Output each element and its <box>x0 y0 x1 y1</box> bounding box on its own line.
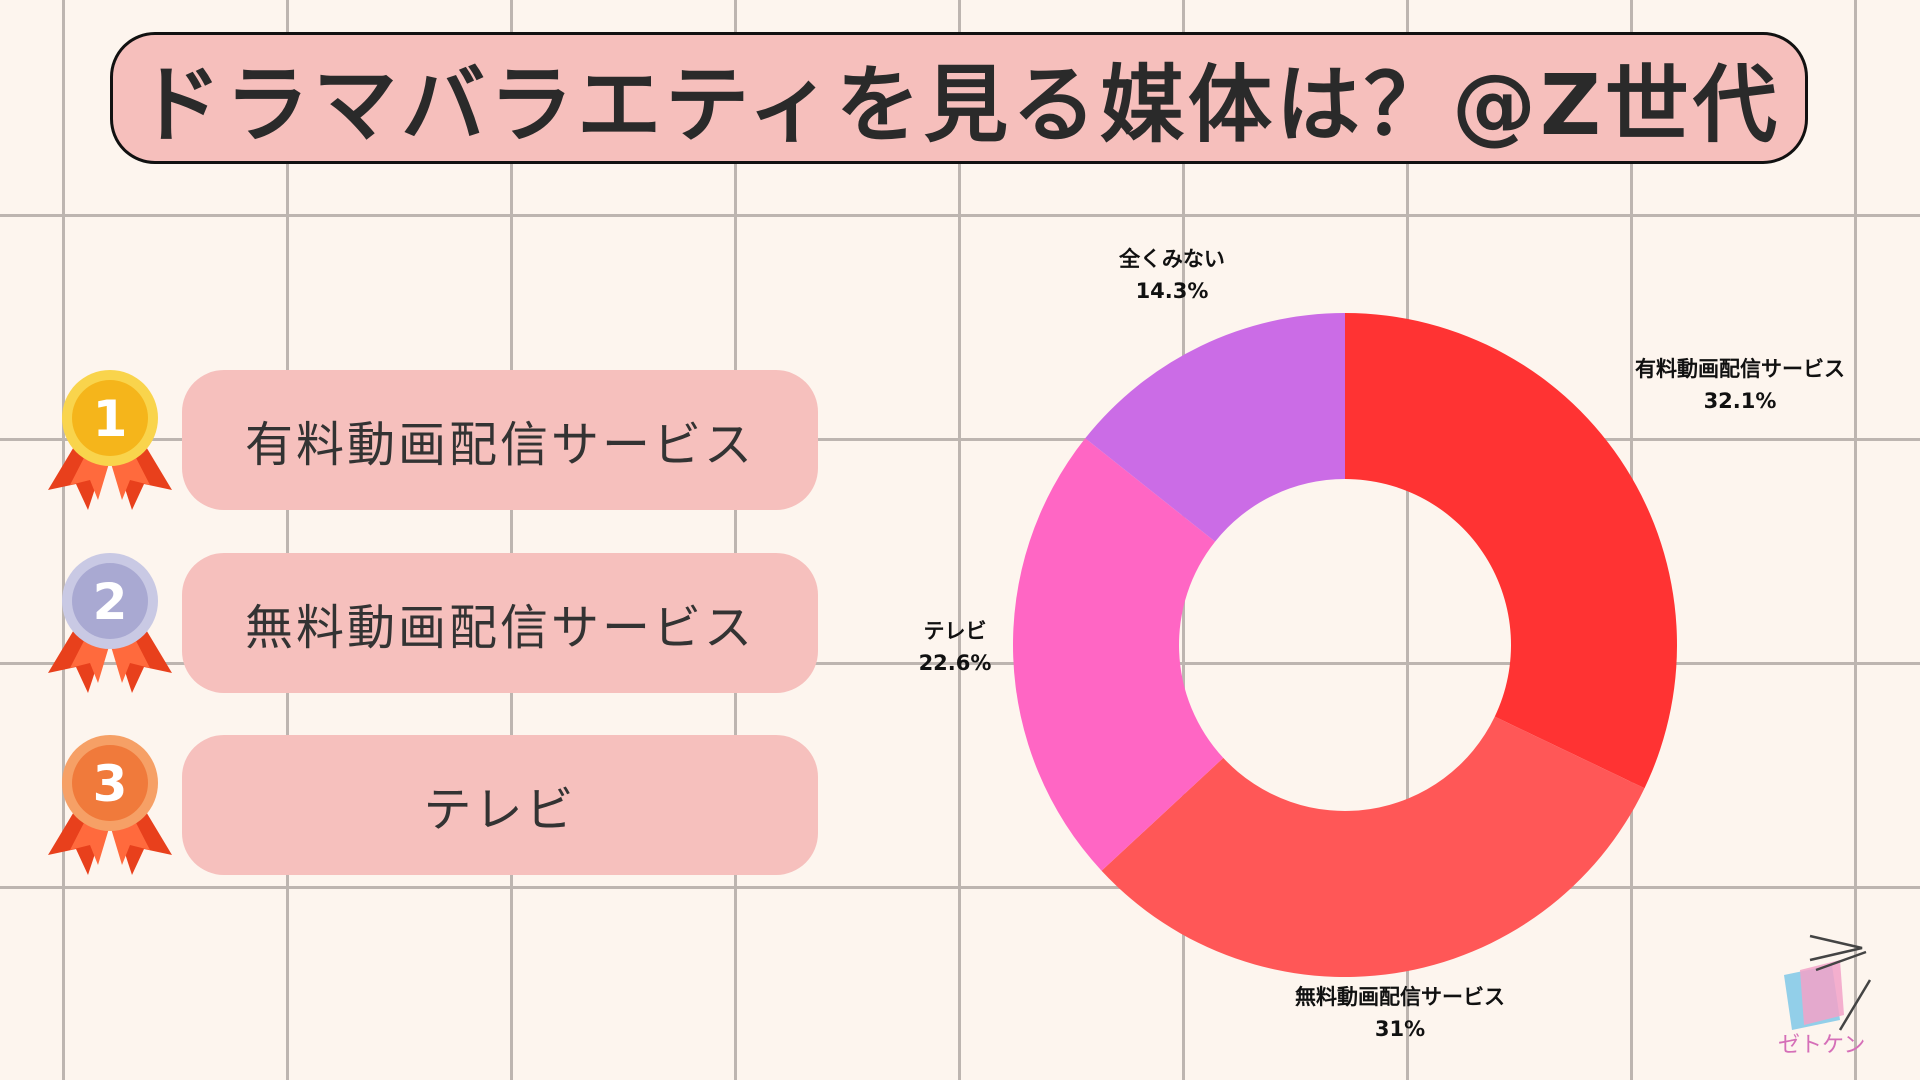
rank-label: 無料動画配信サービス <box>244 600 755 656</box>
slice-value-label: 22.6% <box>919 651 992 675</box>
donut-slice-1 <box>1345 313 1677 789</box>
zetoken-logo: ゼトケン <box>1778 934 1872 1058</box>
slice-value-label: 32.1% <box>1704 389 1777 413</box>
silver-medal-icon: 2 <box>48 553 172 693</box>
rank-item-1: 1 有料動画配信サービス <box>40 370 830 510</box>
donut-slice-2 <box>1101 716 1645 977</box>
rank-number: 3 <box>93 755 128 813</box>
rank-number: 2 <box>93 573 128 631</box>
page-title: ドラマバラエティを見る媒体は？@Z世代 <box>137 55 1781 154</box>
rank-pill: 無料動画配信サービス <box>182 553 818 693</box>
rank-number: 1 <box>93 390 128 448</box>
rank-pill: テレビ <box>182 735 818 875</box>
slice-category-label: テレビ <box>924 619 987 643</box>
gold-medal-icon: 1 <box>48 370 172 510</box>
logo-text: ゼトケン <box>1778 1033 1865 1058</box>
rank-label: 有料動画配信サービス <box>244 417 755 473</box>
slice-category-label: 無料動画配信サービス <box>1295 985 1505 1009</box>
rank-item-3: 3 テレビ <box>40 735 830 875</box>
slice-value-label: 14.3% <box>1136 279 1209 303</box>
slice-category-label: 全くみない <box>1118 247 1225 271</box>
donut-slice-4 <box>1085 313 1345 542</box>
donut-slice-3 <box>1013 438 1224 871</box>
slice-category-label: 有料動画配信サービス <box>1635 357 1845 381</box>
rank-pill: 有料動画配信サービス <box>182 370 818 510</box>
rank-label: テレビ <box>423 782 577 838</box>
rank-item-2: 2 無料動画配信サービス <box>40 553 830 693</box>
slice-value-label: 31% <box>1375 1017 1425 1041</box>
bronze-medal-icon: 3 <box>48 735 172 875</box>
title-banner: ドラマバラエティを見る媒体は？@Z世代 <box>110 32 1808 164</box>
